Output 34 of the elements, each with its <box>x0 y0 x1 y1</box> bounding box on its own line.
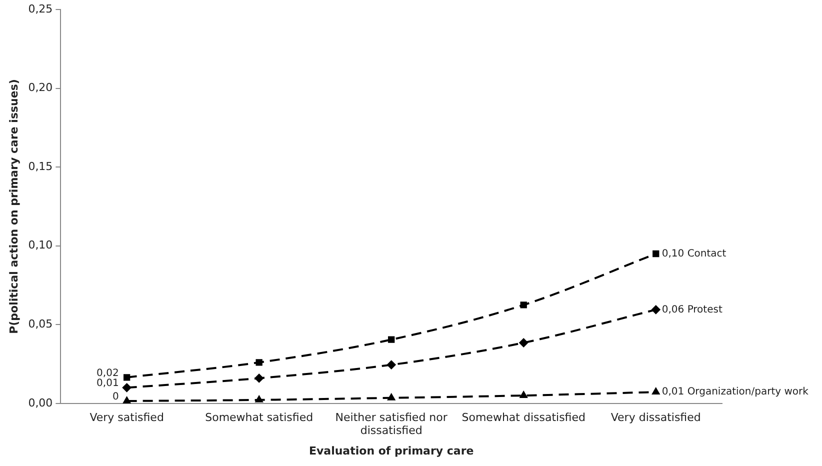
x-tick-label: Neither satisfied nor dissatisfied <box>335 410 448 438</box>
y-tick-label: 0,20 <box>28 81 53 94</box>
point <box>254 374 264 383</box>
data-label: 0,02 <box>96 368 119 380</box>
y-tick-label: 0,05 <box>28 318 53 330</box>
point <box>123 374 130 381</box>
point <box>652 388 660 395</box>
point <box>519 338 528 348</box>
y-axis-title: P(political action on primary care issues) <box>7 79 20 334</box>
text: 0,06 Protest <box>662 304 722 316</box>
y-tick-label: 0,15 <box>28 160 53 173</box>
x-tick-label: Very satisfied <box>90 410 164 424</box>
point <box>256 359 262 366</box>
point <box>388 336 395 343</box>
x-axis-title: Evaluation of primary care <box>308 444 474 458</box>
point <box>520 302 527 308</box>
x-tick-label: Very dissatisfied <box>610 410 701 424</box>
text: 0,10 Contact <box>662 248 726 260</box>
point <box>255 395 264 402</box>
y-tick-label: 0,25 <box>28 2 53 16</box>
point <box>652 250 660 258</box>
data-label: 0,01 <box>96 378 119 390</box>
y-tick-label: 0,10 <box>28 238 53 252</box>
point <box>651 305 660 314</box>
x-tick-label: Somewhat dissatisfied <box>462 410 586 424</box>
point <box>386 360 396 370</box>
point <box>122 396 131 404</box>
point <box>122 383 132 392</box>
y-tick-label: 0,00 <box>28 396 53 410</box>
point <box>387 393 396 400</box>
data-label: 0 <box>112 392 119 403</box>
point <box>520 391 528 398</box>
x-tick-label: Somewhat satisfied <box>205 410 314 424</box>
text: 0,01 Organization/party work <box>662 386 808 398</box>
